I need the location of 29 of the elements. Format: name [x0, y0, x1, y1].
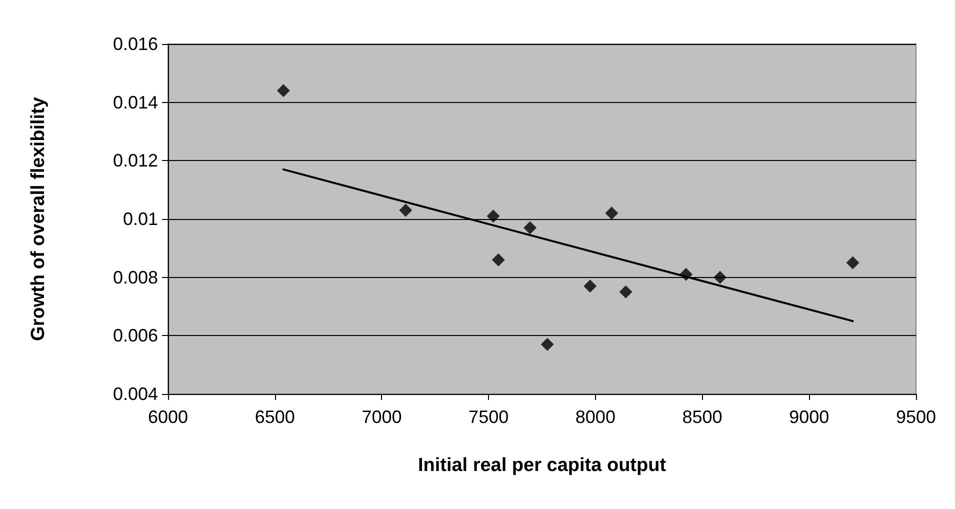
point — [605, 206, 618, 220]
x-tick-label: 9000 — [789, 407, 830, 427]
point — [619, 285, 632, 298]
point — [399, 204, 412, 217]
point — [486, 210, 500, 223]
x-tick-label: 6000 — [148, 407, 188, 427]
point — [524, 221, 537, 234]
point — [714, 270, 727, 284]
y-axis-title: Growth of overall flexibility — [28, 96, 49, 341]
point — [492, 253, 505, 266]
x-axis-title: Initial real per capita output — [418, 455, 667, 476]
y-tick-label: 0.008 — [112, 267, 158, 288]
y-tick-label: 0.016 — [112, 34, 158, 54]
y-tick-label: 0.004 — [112, 384, 158, 404]
y-tick-label: 0.01 — [122, 209, 158, 229]
x-tick-label: 9500 — [896, 407, 936, 427]
y-tick-label: 0.012 — [112, 150, 158, 171]
x-tick-label: 8000 — [575, 407, 616, 427]
x-tick-label: 6500 — [254, 407, 295, 427]
point — [680, 268, 693, 281]
point — [276, 84, 290, 98]
point — [540, 338, 554, 351]
y-tick-label: 0.006 — [112, 326, 158, 346]
point — [846, 256, 860, 270]
x-tick-label: 8500 — [682, 407, 722, 427]
y-tick-label: 0.014 — [112, 92, 158, 112]
x-tick-label: 7000 — [362, 407, 402, 427]
x-tick-label: 7500 — [468, 407, 509, 427]
point — [584, 280, 597, 293]
